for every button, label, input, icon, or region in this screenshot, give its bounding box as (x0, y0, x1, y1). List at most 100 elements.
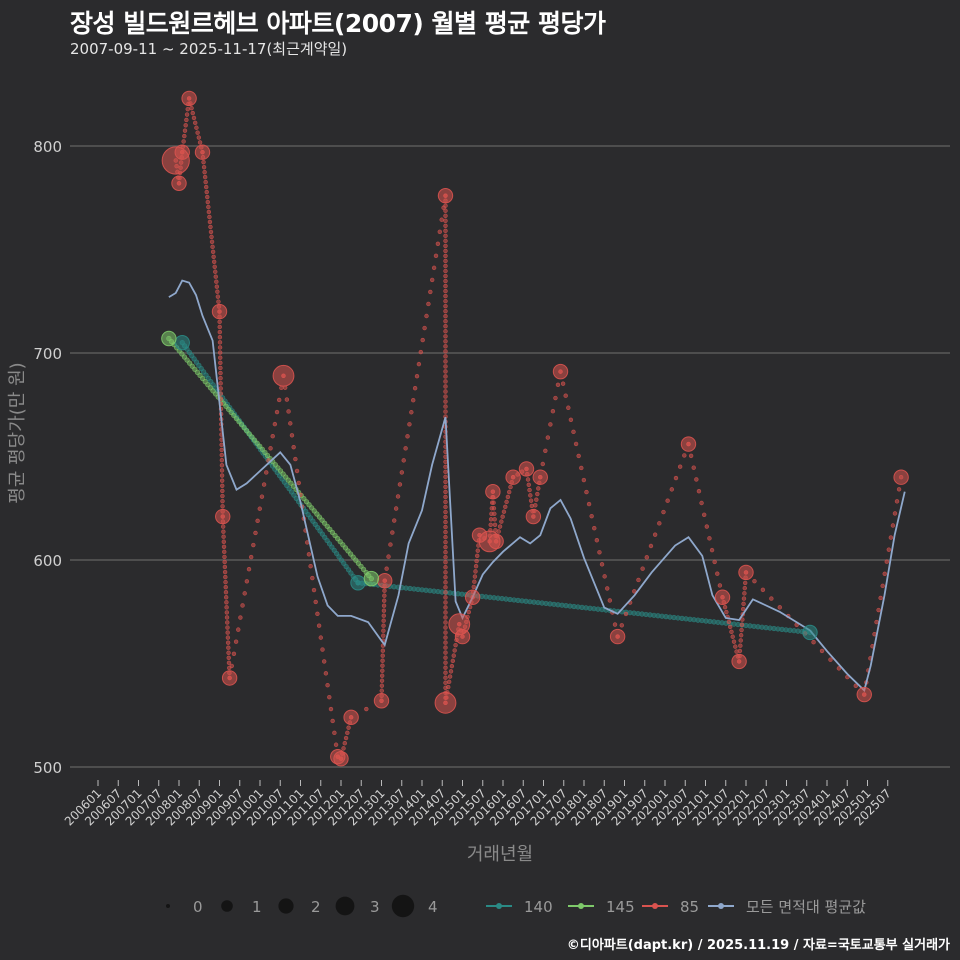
trend-dot-85 (426, 301, 431, 307)
trend-dot-85 (248, 554, 254, 560)
trend-dot-85 (268, 446, 273, 451)
trend-dot-85 (443, 575, 448, 580)
series-legend-label: 모든 면적대 평균값 (746, 898, 866, 916)
trend-dot-85 (475, 553, 480, 559)
trend-dot-85 (393, 506, 399, 511)
data-point-145 (363, 570, 380, 587)
trend-dot-85 (229, 663, 234, 669)
trend-dot-85 (443, 670, 448, 675)
trend-dot-85 (443, 595, 448, 600)
trend-dot-85 (443, 303, 448, 309)
trend-dot-85 (853, 683, 859, 689)
trend-dot-85 (437, 229, 442, 234)
trend-dot-85 (205, 199, 211, 205)
trend-dot-85 (739, 622, 745, 627)
trend-dot-85 (218, 360, 223, 366)
trend-dot-85 (443, 630, 448, 635)
trend-dot-85 (443, 263, 448, 269)
trend-dot-85 (443, 544, 448, 550)
trend-dot-85 (225, 640, 231, 645)
data-point-85 (215, 508, 231, 525)
trend-dot-85 (330, 718, 335, 724)
data-point-85 (174, 144, 190, 160)
trend-dot-85 (384, 566, 389, 571)
trend-dot-85 (210, 249, 216, 255)
trend-dot-85 (380, 653, 385, 658)
trend-dot-85 (704, 524, 710, 529)
trend-dot-85 (225, 635, 231, 640)
trend-dot-85 (201, 164, 207, 170)
trend-dot-85 (540, 461, 545, 467)
trend-dot-85 (443, 534, 448, 540)
trend-dot-85 (443, 374, 448, 379)
trend-dot-85 (316, 623, 322, 628)
trend-dot-85 (416, 361, 422, 367)
trend-dot-85 (443, 208, 448, 213)
trend-dot-85 (208, 229, 214, 235)
size-legend-label: 3 (370, 898, 380, 916)
trend-dot-85 (571, 429, 576, 435)
trend-dot-85 (216, 299, 221, 304)
trend-dot-85 (379, 678, 385, 683)
trend-dot-85 (238, 615, 243, 620)
trend-dot-85 (443, 354, 448, 359)
trend-dot-85 (491, 506, 497, 511)
trend-dot-85 (443, 379, 448, 384)
trend-dot-85 (443, 580, 448, 585)
trend-dot-85 (284, 397, 290, 402)
size-legend-key (221, 900, 233, 912)
trend-dot-85 (240, 603, 245, 608)
trend-dot-85 (892, 511, 898, 516)
trend-dot-85 (741, 596, 747, 601)
trend-dot-85 (443, 635, 448, 640)
trend-dot-85 (261, 482, 267, 487)
trend-dot-85 (202, 174, 208, 180)
size-legend-label: 4 (428, 898, 438, 916)
trend-dot-85 (528, 493, 533, 498)
trend-dot-85 (529, 503, 535, 509)
data-point-85 (171, 175, 187, 191)
trend-dot-85 (379, 683, 385, 688)
trend-dot-85 (364, 706, 369, 712)
trend-dot-85 (657, 521, 662, 526)
trend-dot-85 (443, 243, 448, 249)
trend-dot-85 (221, 544, 227, 550)
trend-dot-85 (652, 532, 658, 537)
trend-dot-85 (414, 373, 420, 379)
trend-dot-85 (594, 538, 600, 543)
trend-dot-85 (472, 574, 478, 579)
trend-dot-85 (717, 583, 723, 588)
source-footer: ©디아파트(dapt.kr) / 2025.11.19 / 자료=국토교통부 실… (566, 938, 950, 953)
trend-dot-85 (836, 666, 842, 671)
trend-dot-85 (345, 730, 350, 736)
trend-dot-85 (443, 665, 448, 670)
trend-dot-85 (443, 258, 448, 264)
trend-dot-85 (220, 524, 226, 529)
trend-dot-85 (443, 539, 448, 545)
data-point-85 (731, 653, 747, 670)
trend-dot-85 (381, 628, 386, 633)
trend-dot-85 (221, 529, 226, 534)
trend-dot-85 (443, 464, 448, 470)
trend-dot-85 (452, 648, 457, 653)
trend-dot-85 (648, 543, 654, 549)
trend-dot-85 (195, 130, 200, 135)
trend-dot-85 (251, 542, 256, 548)
trend-dot-85 (328, 706, 334, 712)
trend-dot-85 (443, 565, 448, 570)
trend-dot-85 (407, 422, 412, 427)
trend-dot-85 (182, 133, 187, 139)
trend-dot-85 (381, 603, 387, 608)
trend-dot-85 (257, 506, 262, 511)
trend-dot-85 (443, 278, 448, 284)
trend-dot-85 (449, 663, 455, 669)
trend-dot-85 (193, 120, 198, 126)
data-point-85 (211, 303, 228, 320)
trend-dot-85 (443, 369, 448, 374)
y-tick-labels: 500 600 700 800 (33, 138, 62, 777)
trend-dot-85 (323, 671, 329, 676)
trend-dot-85 (418, 349, 424, 355)
trend-dot-85 (550, 409, 556, 414)
trend-dot-85 (223, 574, 228, 580)
chart-title: 장성 빌드원르헤브 아파트(2007) 월별 평균 평당가 (70, 9, 606, 38)
